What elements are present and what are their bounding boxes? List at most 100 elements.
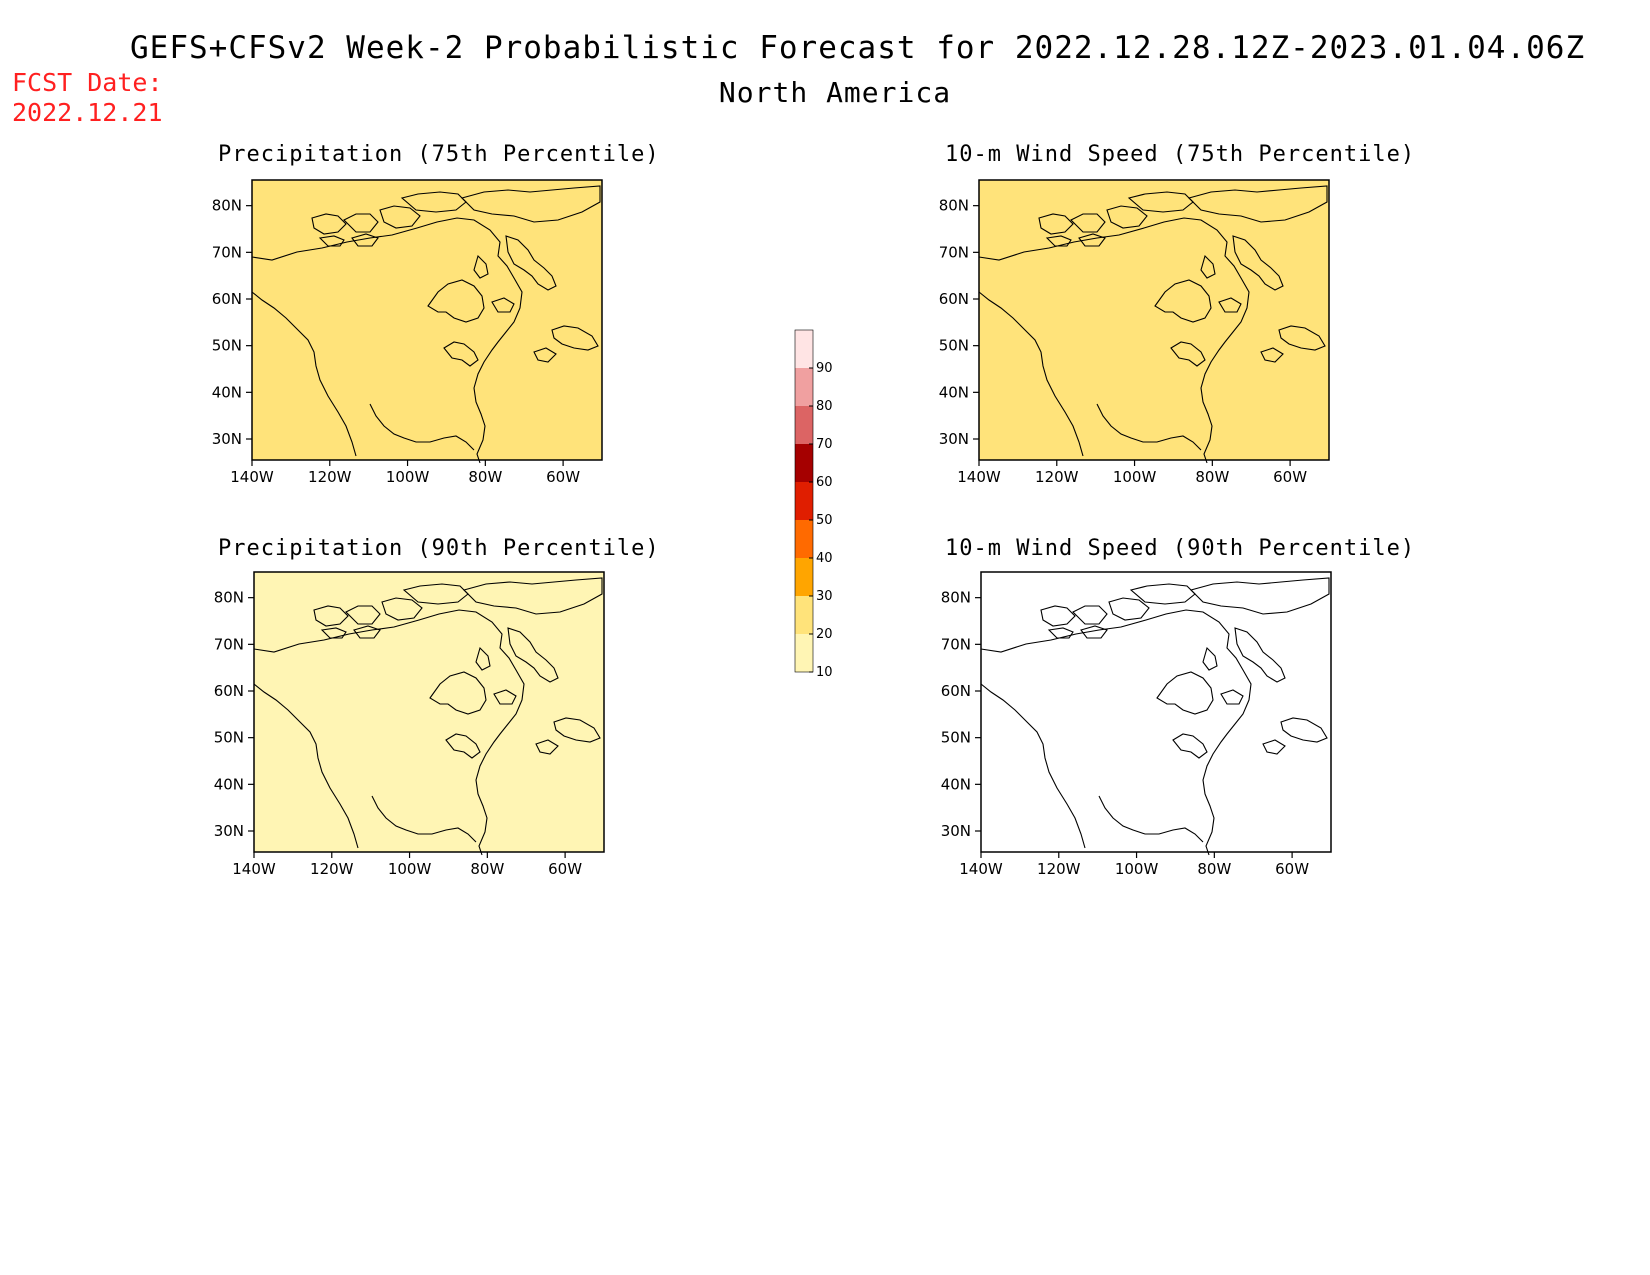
coastline <box>351 233 379 247</box>
coastline <box>381 597 423 621</box>
coastline <box>353 625 381 639</box>
lon-tick-label: 140W <box>959 860 1003 878</box>
lon-tick-label: 80W <box>468 468 502 486</box>
colorbar-label: 70 <box>816 437 833 452</box>
coastline <box>345 605 381 625</box>
coastline <box>343 213 379 233</box>
panel-title-precip-75: Precipitation (75th Percentile) <box>218 142 660 167</box>
colorbar-label: 30 <box>816 589 833 604</box>
lon-tick-label: 100W <box>388 860 432 878</box>
lat-tick-label: 80N <box>212 197 242 215</box>
lon-tick-label: 100W <box>1113 468 1157 486</box>
colorbar-label: 90 <box>816 361 833 376</box>
coastline <box>535 739 559 755</box>
coastline <box>1080 625 1108 639</box>
coastline <box>1078 233 1106 247</box>
lat-tick-label: 40N <box>214 775 244 793</box>
coastline <box>320 627 347 639</box>
lon-tick-label: 120W <box>1035 468 1079 486</box>
coastline <box>507 627 559 683</box>
lon-tick-label: 120W <box>1037 860 1081 878</box>
map-precip-75: 80N 70N 60N 50N 40N 30N 140W 120W 100W 80W 60W <box>212 179 603 486</box>
coastline <box>369 403 475 451</box>
lon-tick-label: 100W <box>1115 860 1159 878</box>
coastline <box>1154 279 1212 323</box>
lon-tick-label: 140W <box>957 468 1001 486</box>
lat-tick-label: 40N <box>941 775 971 793</box>
coastline <box>1038 213 1074 235</box>
lon-tick-label: 120W <box>308 468 352 486</box>
coastline <box>253 683 359 849</box>
lat-tick-label: 80N <box>939 197 969 215</box>
coastline <box>1234 627 1286 683</box>
coastline <box>1172 733 1208 759</box>
coastline <box>460 185 601 223</box>
panel-title-precip-90: Precipitation (90th Percentile) <box>218 536 660 561</box>
coastline <box>1278 325 1326 351</box>
colorbar-label: 80 <box>816 399 833 414</box>
coastline <box>505 235 557 291</box>
colorbar-swatch <box>795 482 813 520</box>
lat-tick-label: 70N <box>214 635 244 653</box>
coastline <box>1170 341 1206 367</box>
coastline <box>1187 185 1328 223</box>
map-precip-90: 80N 70N 60N 50N 40N 30N 140W 120W 100W 80W 60W <box>214 571 605 878</box>
lon-tick-label: 60W <box>548 860 582 878</box>
map-plot-area <box>251 179 603 464</box>
colorbar-label: 60 <box>816 475 833 490</box>
coastline <box>1156 671 1214 715</box>
coastline <box>1108 597 1150 621</box>
panel-title-wind-75: 10-m Wind Speed (75th Percentile) <box>945 142 1416 167</box>
coastline <box>1220 689 1244 705</box>
coastline <box>1232 235 1284 291</box>
map-plot-area <box>978 179 1330 464</box>
coastline <box>473 254 489 279</box>
colorbar-swatch <box>795 596 813 634</box>
coastline <box>1072 605 1108 625</box>
coastline <box>1045 235 1072 247</box>
coastline <box>253 609 525 856</box>
coastline <box>371 795 477 843</box>
lon-tick-label: 140W <box>230 468 274 486</box>
map-base-field <box>252 180 602 460</box>
coastline <box>1096 403 1202 451</box>
coastline <box>1047 627 1074 639</box>
coastline <box>379 205 421 229</box>
lat-tick-label: 30N <box>941 822 971 840</box>
map-wind-75: 80N 70N 60N 50N 40N 30N 140W 120W 100W 80W 60W <box>939 179 1330 486</box>
colorbar-label: 50 <box>816 513 833 528</box>
coastline <box>1280 717 1328 743</box>
coastline <box>1189 577 1330 615</box>
lat-tick-label: 50N <box>212 337 242 355</box>
coastline <box>978 291 1084 457</box>
lat-tick-label: 70N <box>212 243 242 261</box>
lat-tick-label: 60N <box>939 290 969 308</box>
colorbar-swatch <box>795 558 813 596</box>
lat-tick-label: 50N <box>214 729 244 747</box>
lat-tick-label: 70N <box>939 243 969 261</box>
coastlines <box>253 577 603 856</box>
lon-tick-label: 60W <box>1275 860 1309 878</box>
coastline <box>1106 205 1148 229</box>
colorbar-swatch <box>795 444 813 482</box>
coastline <box>551 325 599 351</box>
lon-tick-label: 80W <box>1195 468 1229 486</box>
lat-tick-label: 50N <box>939 337 969 355</box>
coastline <box>1200 254 1216 279</box>
region-subtitle: North America <box>718 76 952 109</box>
lon-tick-label: 140W <box>232 860 276 878</box>
lat-tick-label: 60N <box>941 682 971 700</box>
lon-tick-label: 60W <box>1273 468 1307 486</box>
colorbar-label: 10 <box>816 665 833 680</box>
colorbar-swatch <box>795 634 813 672</box>
panel-title-wind-90: 10-m Wind Speed (90th Percentile) <box>945 536 1416 561</box>
colorbar-swatch <box>795 368 813 406</box>
coastline <box>251 291 357 457</box>
coastline <box>443 341 479 367</box>
lon-tick-label: 80W <box>470 860 504 878</box>
colorbar-label: 40 <box>816 551 833 566</box>
coastline <box>553 717 601 743</box>
figure-title: GEFS+CFSv2 Week-2 Probabilistic Forecast… <box>130 30 1586 66</box>
lat-tick-label: 70N <box>941 635 971 653</box>
forecast-date-block: FCST Date: 2022.12.21 <box>12 68 163 128</box>
